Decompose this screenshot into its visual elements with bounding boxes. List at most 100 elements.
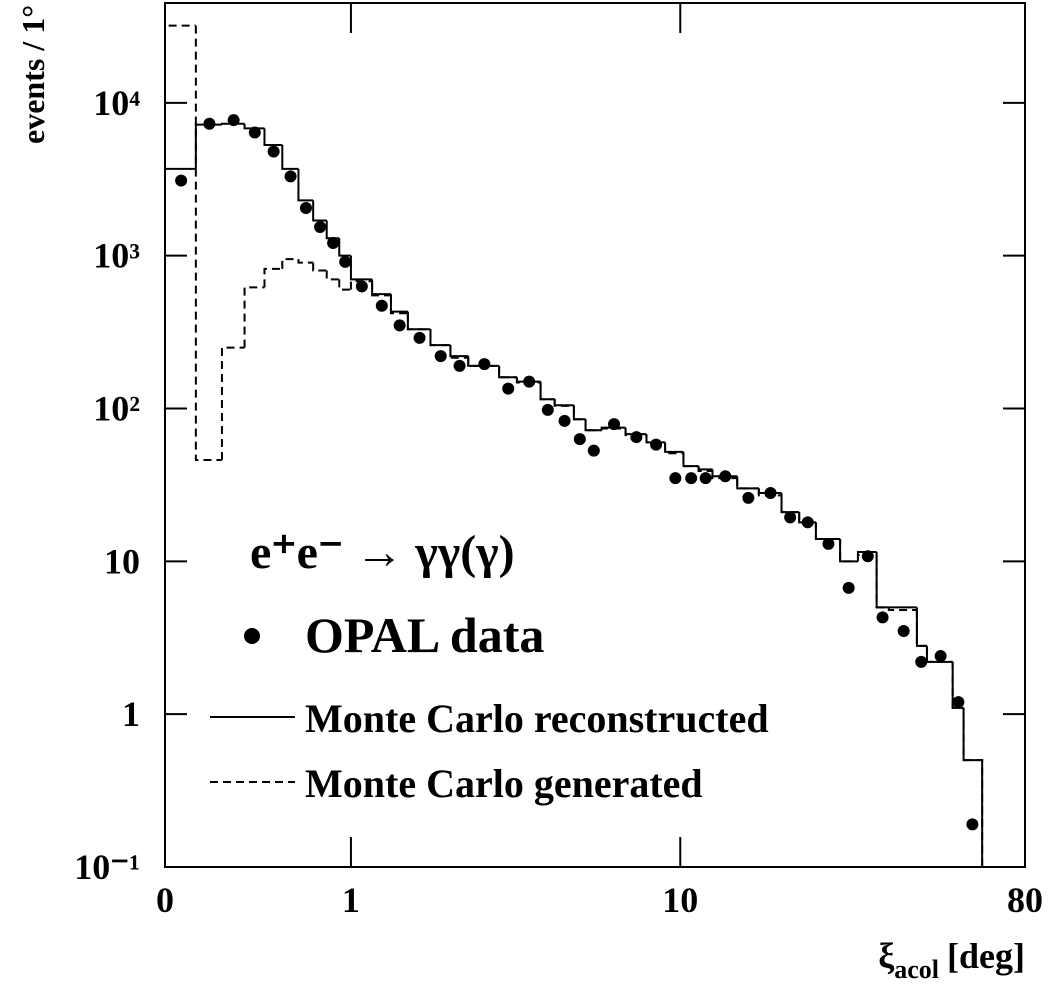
data-point [897,625,910,638]
legend-marker [244,628,260,644]
histogram-bin [371,279,391,296]
histogram-bin [297,168,314,202]
histogram-bin [429,329,451,347]
histogram-bin [312,200,327,222]
histogram-bin [697,466,713,472]
y-axis-label: events / 1° [15,5,51,144]
histogram-bin [498,365,517,379]
x-axis-label: ξacol [deg] [878,936,1025,984]
histogram-bin [584,419,602,432]
histogram-bin [645,435,666,445]
data-point [742,491,755,504]
histogram-bin [429,329,451,347]
legend-entry: OPAL data [305,607,544,663]
histogram-bin [798,512,816,524]
histogram-bin [220,346,245,461]
histogram-bin [951,661,964,709]
histogram-bin [856,554,877,562]
data-point [842,581,855,594]
y-tick-label: 10² [93,388,140,428]
data-point [267,145,280,158]
data-point [822,537,835,550]
data-point [314,221,327,234]
data-point [630,431,643,444]
histogram-bin [325,270,340,281]
x-tick-label: 1 [342,880,360,920]
data-point [915,655,928,668]
histogram-bin [697,466,713,471]
histogram-bin [736,478,759,490]
histogram-bin [263,267,283,288]
histogram-bin [297,259,314,264]
data-point [861,550,874,563]
histogram-bin [281,258,299,269]
histogram-bin [406,313,431,331]
histogram-bin [664,443,684,455]
histogram-bin [349,255,373,281]
y-tick-label: 10⁴ [93,83,140,123]
histogram-bin [194,25,222,462]
histogram-bin [325,220,340,240]
data-point [952,696,965,709]
histogram-bin [406,311,431,331]
histogram-bin [389,295,408,315]
histogram-bin [243,123,265,130]
data-point [573,433,586,446]
histogram-bin [664,442,684,453]
annotation: e⁺e⁻ → γγ(γ) [250,526,515,579]
histogram-bin [780,495,800,514]
histogram-bin [164,24,196,867]
data-point [339,255,352,268]
histogram-bin [711,470,738,480]
x-tick-label: 10 [662,880,698,920]
histogram-bin [281,144,299,170]
histogram-bin [515,377,541,384]
histogram-bin [449,345,469,358]
histogram-bin [572,405,586,421]
histogram-bin [814,522,841,540]
histogram-bin [814,522,841,540]
data-point [699,472,712,485]
histogram-bin [371,281,391,297]
data-point [393,319,406,332]
data-point [784,511,797,524]
histogram-bin [338,279,351,291]
histogram-bin [624,428,647,437]
histogram-bin [220,122,245,125]
histogram-bin [915,607,927,647]
histogram-bin [887,607,917,612]
histogram-bin [164,167,196,867]
histogram-bin [962,707,984,867]
x-label-symbol: ξ [878,936,895,976]
histogram-bin [243,286,265,348]
histogram-bin [312,262,327,272]
x-label-subscript: acol [894,955,939,984]
legend-entry: Monte Carlo generated [305,761,703,806]
histogram-bin [780,492,800,514]
histogram-bin [539,382,555,401]
x-tick-label: 0 [156,880,174,920]
data-point [478,358,491,371]
histogram-bin [263,128,283,146]
data-point [669,472,682,485]
histogram-bin [539,381,555,401]
histogram-bin [682,451,699,468]
histogram-bin [839,539,858,563]
data-point [502,382,515,395]
histogram-bin [338,238,351,257]
legend-entry: Monte Carlo reconstructed [305,696,769,741]
x-tick-label: 80 [1007,880,1043,920]
data-point [650,438,663,451]
data-point [413,331,426,344]
y-tick-label: 10 [104,541,140,581]
histogram-bin [449,345,469,359]
data-point [355,280,368,293]
histogram-bin [389,294,408,313]
histogram-bin [349,280,373,290]
data-point [284,170,297,183]
data-point [934,650,947,663]
data-point [558,414,571,427]
histogram-bin [572,405,586,421]
histogram-bin [498,365,517,379]
